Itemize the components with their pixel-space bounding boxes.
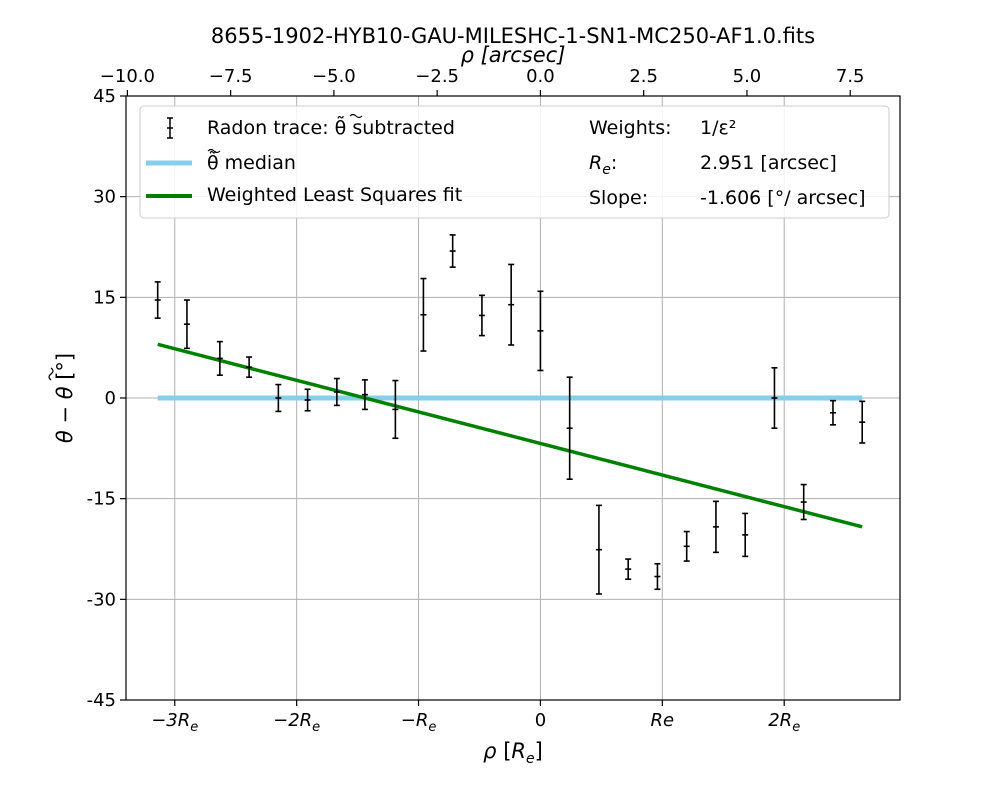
data-point xyxy=(712,500,719,554)
legend-tilde-median xyxy=(207,148,221,154)
legend-label-median: θ̃ median xyxy=(207,149,296,174)
data-point xyxy=(333,377,340,407)
data-point xyxy=(392,379,399,440)
y-tick-label: 15 xyxy=(93,287,116,308)
weights-value: 1/ε² xyxy=(700,117,736,139)
data-point xyxy=(154,281,161,319)
data-point xyxy=(361,379,368,411)
data-point xyxy=(275,383,282,413)
top-tick-label: −5.0 xyxy=(312,66,356,87)
line-layer xyxy=(157,342,863,529)
data-point xyxy=(183,299,190,350)
x-tick-label: −3Re xyxy=(151,710,198,735)
top-tick-label: 5.0 xyxy=(733,66,762,87)
top-tick-label: −10.0 xyxy=(100,66,155,87)
legend-label-radon: Radon trace: θ̃ subtracted xyxy=(207,114,455,139)
top-tick-label: −7.5 xyxy=(209,66,253,87)
tick-layer: -45 -30 -15 0 15 30 45 −3Re −2Re −Re 0 Re 2Re −10.0 −7… xyxy=(87,66,865,735)
y-tick-label: 0 xyxy=(105,388,116,409)
y-axis-title: θ − θ [°] xyxy=(48,353,77,443)
y-tick-label: 45 xyxy=(93,86,116,107)
svg-text:θ − θ [°]: θ − θ [°] xyxy=(53,353,77,443)
re-value: 2.951 [arcsec] xyxy=(700,152,837,174)
data-point xyxy=(625,558,632,581)
y-tick-label: -45 xyxy=(87,690,116,711)
slope-value: -1.606 [°/ arcsec] xyxy=(700,187,866,209)
legend-tilde-radon xyxy=(349,113,363,119)
data-point xyxy=(654,562,661,591)
figure-title: 8655-1902-HYB10-GAU-MILESHC-1-SN1-MC250-… xyxy=(211,24,815,48)
y-tick-label: -15 xyxy=(87,489,116,510)
data-point xyxy=(595,504,602,595)
data-point xyxy=(829,399,836,426)
fit-line xyxy=(157,342,863,529)
legend-marker-errorbar xyxy=(167,117,173,139)
x-axis-top-title: ρ [arcsec] xyxy=(461,43,566,67)
data-point xyxy=(508,263,515,346)
x-tick-label: −2Re xyxy=(273,710,320,735)
data-point xyxy=(478,294,485,337)
y-tick-label: -30 xyxy=(87,589,116,610)
x-tick-label: 2Re xyxy=(768,710,800,735)
data-point xyxy=(742,512,749,558)
weights-label: Weights: xyxy=(589,117,672,139)
top-tick-label: 2.5 xyxy=(629,66,658,87)
x-tick-label: 0 xyxy=(535,710,546,731)
re-label: Re: xyxy=(589,152,617,178)
data-point xyxy=(537,290,544,372)
data-point xyxy=(420,277,427,352)
x-tick-label: Re xyxy=(651,710,675,731)
data-point xyxy=(566,376,573,481)
legend: Radon trace: θ̃ subtracted θ̃ median Wei… xyxy=(139,105,890,219)
legend-label-fit: Weighted Least Squares fit xyxy=(207,184,462,206)
data-point xyxy=(683,530,690,562)
data-point xyxy=(449,234,456,268)
point-layer xyxy=(154,234,866,595)
x-axis-title: ρ [Re] xyxy=(483,739,543,767)
top-tick-label: −2.5 xyxy=(415,66,459,87)
legend-box xyxy=(139,105,890,219)
data-point xyxy=(216,340,223,376)
top-tick-label: 7.5 xyxy=(836,66,865,87)
data-point xyxy=(771,366,778,430)
data-point xyxy=(304,388,311,412)
data-point xyxy=(800,483,807,521)
top-tick-label: 0.0 xyxy=(526,66,555,87)
data-point xyxy=(859,400,866,444)
y-tick-label: 30 xyxy=(93,187,116,208)
data-point xyxy=(246,356,253,378)
slope-label: Slope: xyxy=(589,187,648,209)
x-tick-label: −Re xyxy=(401,710,437,735)
